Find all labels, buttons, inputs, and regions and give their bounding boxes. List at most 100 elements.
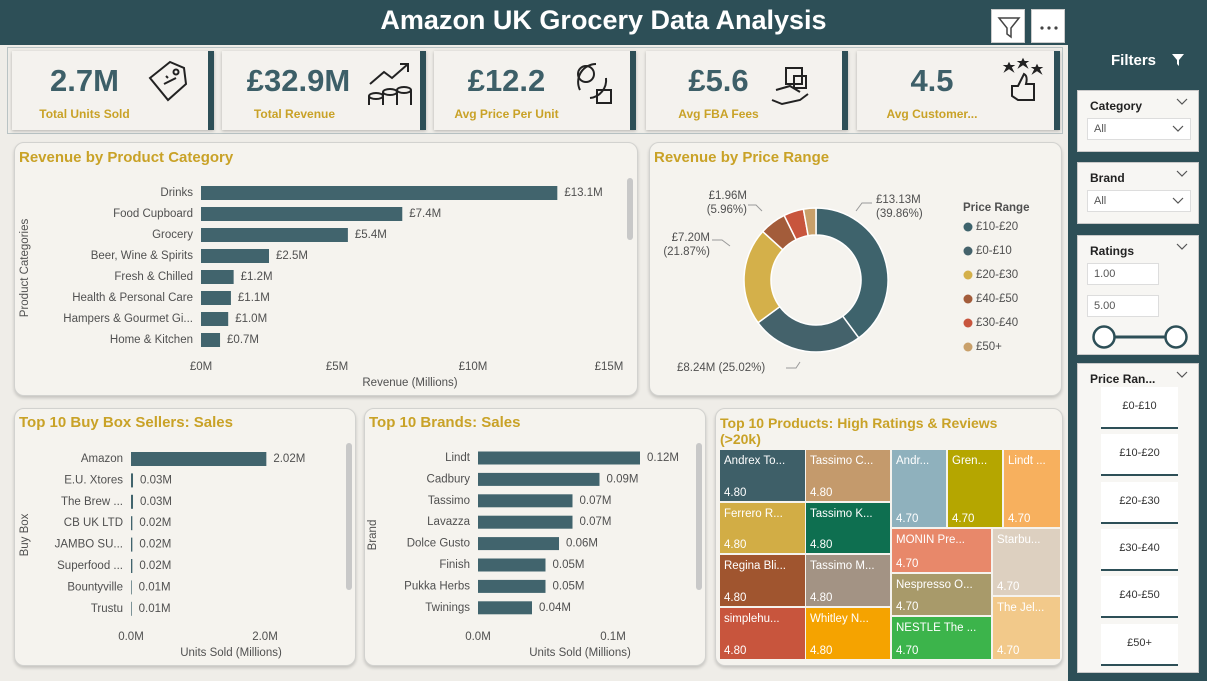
filter-icon: [997, 17, 1021, 39]
x-tick-label: £5M: [326, 361, 348, 373]
slicer-label: Price Ran...: [1090, 372, 1156, 386]
y-tick-label: Twinings: [425, 602, 470, 614]
price-option[interactable]: £0-£10: [1101, 387, 1178, 429]
kpi-value: 4.5: [910, 63, 954, 98]
price-slicer[interactable]: Price Ran...: [1077, 363, 1199, 673]
kpi-value: 2.7M: [50, 63, 119, 98]
bar: [201, 228, 348, 242]
bar: [131, 601, 132, 616]
y-tick-label: Beer, Wine & Spirits: [91, 250, 194, 262]
tile-label: Lindt ...: [1008, 455, 1046, 467]
price-option[interactable]: £50+: [1101, 623, 1178, 666]
bar: [478, 472, 600, 486]
tile-label: Andr...: [896, 455, 929, 467]
tile-label: The Jel...: [997, 602, 1044, 614]
y-tick-label: Cadbury: [427, 473, 471, 485]
bar: [478, 601, 532, 615]
y-tick-label: Tassimo: [428, 495, 470, 507]
rating-max[interactable]: 5.00: [1087, 295, 1159, 317]
data-label: 0.03M: [140, 496, 172, 508]
tile-value: 4.80: [724, 645, 746, 657]
more-button[interactable]: [1031, 9, 1065, 43]
price-option[interactable]: £20-£30: [1101, 481, 1178, 524]
treemap-tile: [720, 450, 805, 501]
data-label: 0.07M: [580, 516, 612, 528]
tile-label: Starbu...: [997, 534, 1040, 546]
legend-title: Price Range: [963, 202, 1029, 214]
bar: [131, 473, 134, 488]
chart-title: Top 10 Brands: Sales: [369, 414, 521, 431]
y-tick-label: CB UK LTD: [64, 517, 123, 529]
treemap-tile: [720, 608, 805, 659]
slicer-value[interactable]: All: [1087, 118, 1191, 140]
y-tick-label: Lindt: [445, 452, 471, 464]
slicer-label: Ratings: [1090, 244, 1135, 258]
data-label: £1.0M: [235, 313, 267, 325]
price-option[interactable]: £40-£50: [1101, 576, 1178, 619]
slicer-value[interactable]: All: [1087, 190, 1191, 212]
chevron: [1176, 98, 1188, 105]
scrollbar[interactable]: [696, 443, 702, 590]
tile-value: 4.80: [810, 592, 832, 604]
brands-panel: [364, 408, 706, 666]
kpi-card: £32.9M Total Revenue: [222, 51, 426, 130]
tile-value: 4.80: [810, 487, 832, 499]
data-label: 0.06M: [566, 538, 598, 550]
chart-title: Top 10 Buy Box Sellers: Sales: [19, 414, 233, 431]
kpi-label: Avg FBA Fees: [678, 107, 759, 121]
rating-slider[interactable]: [1090, 324, 1190, 350]
bar: [201, 270, 234, 284]
bar: [478, 537, 559, 551]
treemap-tile: [806, 555, 890, 606]
data-label: 0.05M: [553, 559, 585, 571]
price-range-panel: [649, 142, 1062, 396]
kpi-card: £12.2 Avg Price Per Unit: [434, 51, 636, 130]
ratings-slicer[interactable]: Ratings 1.00 5.00: [1077, 235, 1199, 355]
rating-min[interactable]: 1.00: [1087, 263, 1159, 285]
filter-button[interactable]: [991, 9, 1025, 43]
y-tick-label: Health & Personal Care: [72, 292, 193, 304]
chevron: [1176, 243, 1188, 250]
price-option[interactable]: £30-£40: [1101, 528, 1178, 571]
scrollbar[interactable]: [346, 443, 352, 590]
category-panel: [14, 142, 638, 396]
donut-slice: [756, 305, 860, 353]
kpi-value: £5.6: [688, 63, 749, 98]
tile-label: Nespresso O...: [896, 579, 973, 591]
tile-label: Tassimo K...: [810, 508, 873, 520]
treemap-tile: [806, 450, 890, 501]
x-tick-label: £15M: [595, 361, 624, 373]
y-axis-label: Buy Box: [19, 513, 31, 556]
bar: [478, 451, 640, 465]
tile-label: simplehu...: [724, 613, 780, 625]
y-axis-label: Brand: [367, 520, 379, 551]
y-tick-label: The Brew ...: [61, 496, 123, 508]
chart-title: Revenue by Price Range: [654, 149, 830, 166]
x-tick-label: 2.0M: [252, 631, 278, 643]
more-icon: [1040, 26, 1058, 30]
y-tick-label: Food Cupboard: [113, 208, 193, 220]
tile-value: 4.80: [724, 487, 746, 499]
data-label: £1.96M (5.96%): [706, 190, 747, 216]
y-tick-label: Fresh & Chilled: [114, 271, 193, 283]
bar: [478, 494, 573, 508]
bar: [131, 559, 133, 573]
y-tick-label: Home & Kitchen: [110, 334, 193, 346]
kpi-row: [7, 47, 1063, 134]
legend-label: £20-£30: [976, 269, 1018, 281]
data-label: 0.02M: [139, 539, 171, 551]
y-tick-label: Lavazza: [427, 516, 470, 528]
price-option[interactable]: £10-£20: [1101, 434, 1178, 477]
x-tick-label: 0.0M: [465, 631, 491, 643]
scrollbar[interactable]: [627, 178, 633, 240]
treemap-tile: [892, 450, 946, 527]
data-label: 0.05M: [553, 580, 585, 592]
page-title: Amazon UK Grocery Data Analysis: [380, 5, 827, 35]
legend-label: £50+: [976, 341, 1002, 353]
data-label: 0.02M: [139, 517, 171, 529]
tile-value: 4.70: [952, 513, 974, 525]
kpi-card: 2.7M Total Units Sold: [12, 51, 214, 130]
leader-line: [748, 204, 763, 212]
filter-pane-icon: [1172, 54, 1184, 66]
